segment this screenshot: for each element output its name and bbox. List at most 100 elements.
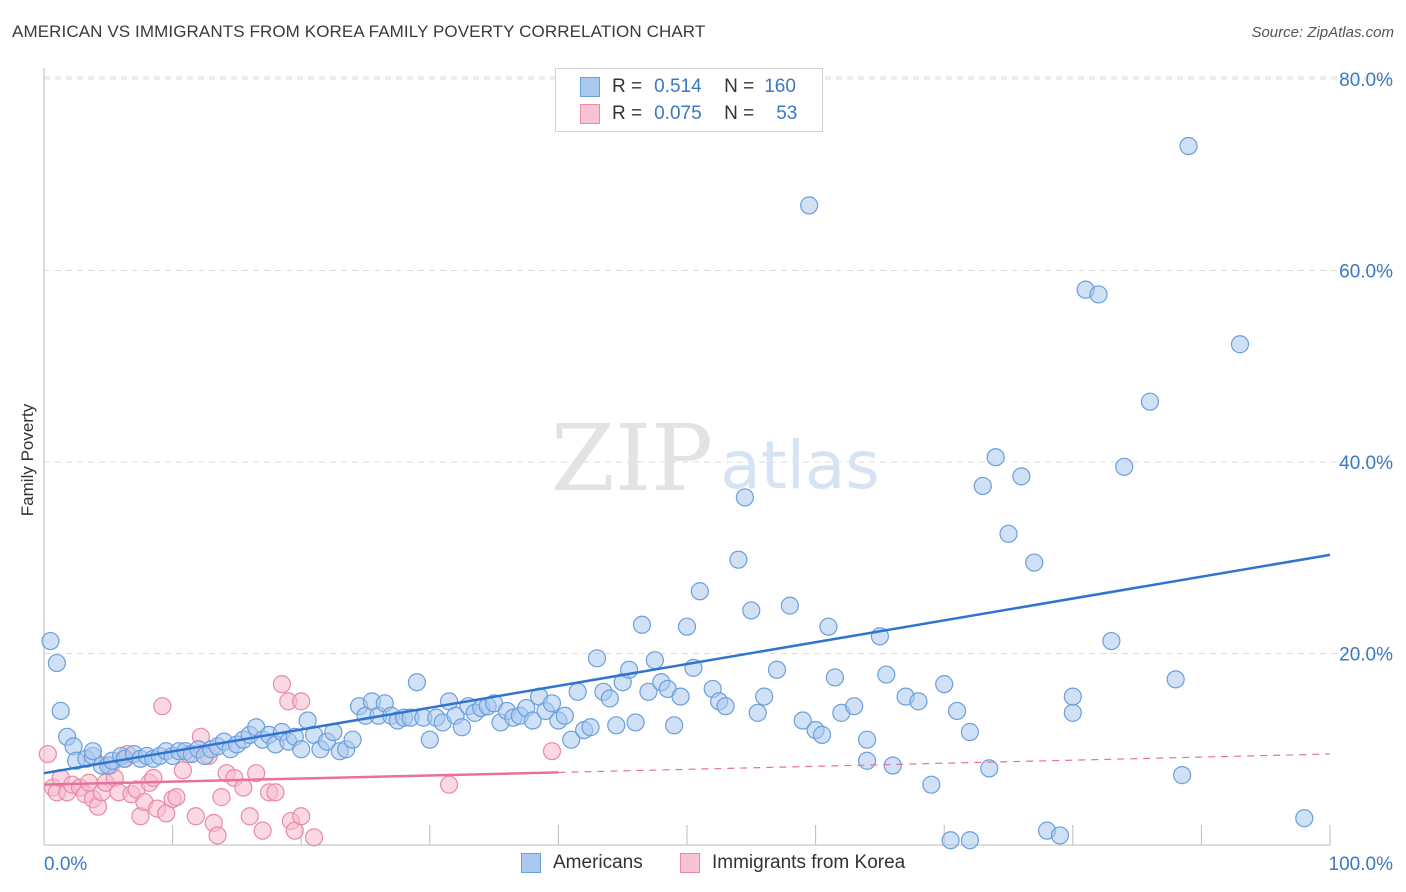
americans-point — [1140, 392, 1160, 411]
chart-title: AMERICAN VS IMMIGRANTS FROM KOREA FAMILY… — [12, 22, 706, 41]
americans-point — [568, 682, 587, 701]
korea-point — [173, 761, 192, 780]
legend-row-korea: R = 0.075 N = 53 — [580, 102, 797, 126]
n-label: N = — [724, 76, 755, 97]
americans-point — [1166, 670, 1185, 689]
americans-point — [555, 706, 574, 725]
americans-point — [1295, 809, 1314, 828]
americans-point — [825, 668, 844, 687]
legend-korea-label: Immigrants from Korea — [712, 852, 906, 873]
americans-point — [716, 697, 735, 716]
americans-point — [960, 722, 980, 742]
y-tick-label: 60.0% — [1339, 262, 1393, 283]
americans-point — [343, 730, 362, 749]
americans-point — [980, 759, 999, 778]
americans-point — [1025, 553, 1044, 572]
americans-point — [51, 701, 70, 721]
americans-point — [665, 716, 684, 735]
source-label: Source: ZipAtlas.com — [1251, 24, 1394, 41]
americans-point — [562, 730, 581, 749]
americans-point — [748, 703, 767, 722]
korea-point — [542, 742, 562, 761]
y-tick-label: 40.0% — [1339, 453, 1393, 474]
americans-trend-line — [43, 553, 1331, 775]
korea-swatch — [680, 853, 700, 873]
americans-point — [780, 596, 799, 615]
americans-swatch — [521, 853, 541, 873]
americans-point — [1179, 136, 1198, 156]
americans-point — [452, 718, 472, 737]
watermark-zip: ZIP — [551, 405, 713, 512]
americans-point — [729, 550, 748, 569]
americans-point — [857, 730, 877, 749]
americans-point — [947, 701, 967, 721]
americans-point — [1063, 687, 1082, 706]
korea-point — [292, 807, 311, 826]
americans-point — [690, 582, 709, 601]
americans-point — [845, 697, 864, 716]
americans-point — [292, 740, 311, 759]
americans-point — [986, 448, 1005, 467]
americans-point — [1102, 631, 1121, 651]
americans-point — [960, 831, 980, 850]
korea-point — [234, 778, 253, 797]
korea-point — [304, 828, 324, 847]
korea-point — [38, 744, 57, 764]
tick-labels: 20.0% 40.0% 60.0% 80.0% 0.0% 100.0% — [44, 70, 1393, 875]
korea-point — [208, 826, 227, 845]
americans-point — [941, 831, 960, 850]
americans-point — [639, 682, 658, 701]
r-label: R = — [612, 76, 643, 97]
americans-point — [909, 692, 928, 711]
r-value: 0.075 — [654, 103, 702, 124]
americans-point — [542, 694, 562, 713]
americans-point — [1089, 285, 1108, 304]
legend-korea[interactable]: Immigrants from Korea — [680, 852, 905, 874]
n-label: N = — [724, 103, 755, 124]
y-tick-label: 20.0% — [1339, 645, 1393, 666]
korea-trend-line — [43, 771, 559, 786]
korea-swatch — [580, 104, 600, 124]
watermark: ZIP atlas — [551, 405, 880, 512]
r-label: R = — [612, 103, 643, 124]
americans-point — [581, 718, 600, 737]
americans-point — [883, 756, 902, 775]
americans-point — [523, 711, 542, 730]
americans-point — [922, 775, 941, 794]
americans-point — [767, 660, 787, 679]
americans-point — [607, 716, 626, 735]
americans-point — [735, 488, 754, 507]
americans-point — [645, 651, 664, 670]
americans-point — [1050, 826, 1070, 845]
legend-americans[interactable]: Americans — [521, 852, 643, 874]
x-tick-label: 100.0% — [1329, 854, 1394, 875]
korea-point — [167, 788, 186, 807]
x-tick-label: 0.0% — [44, 854, 87, 875]
americans-point — [935, 675, 954, 694]
americans-point — [1173, 766, 1192, 785]
americans-point — [626, 713, 645, 732]
americans-point — [420, 730, 439, 749]
korea-point — [212, 788, 231, 807]
r-value: 0.514 — [654, 76, 702, 97]
americans-point — [742, 601, 761, 620]
trend-lines — [43, 553, 1331, 786]
korea-point — [186, 807, 205, 826]
americans-point — [973, 476, 992, 496]
legend-row-americans: R = 0.514 N = 160 — [580, 75, 796, 99]
n-value: 53 — [776, 103, 798, 124]
americans-point — [1230, 335, 1250, 354]
americans-point — [793, 711, 812, 730]
americans-point — [677, 617, 697, 636]
legend-americans-label: Americans — [553, 852, 643, 873]
korea-point — [144, 768, 163, 788]
correlation-legend: R = 0.514 N = 160 R = 0.075 N = 53 — [555, 68, 823, 132]
americans-point — [600, 689, 619, 708]
americans-swatch — [580, 77, 600, 97]
americans-point — [800, 196, 819, 215]
americans-point — [877, 665, 896, 684]
korea-point — [266, 783, 285, 802]
americans-point — [671, 687, 690, 706]
korea-point — [247, 764, 266, 783]
